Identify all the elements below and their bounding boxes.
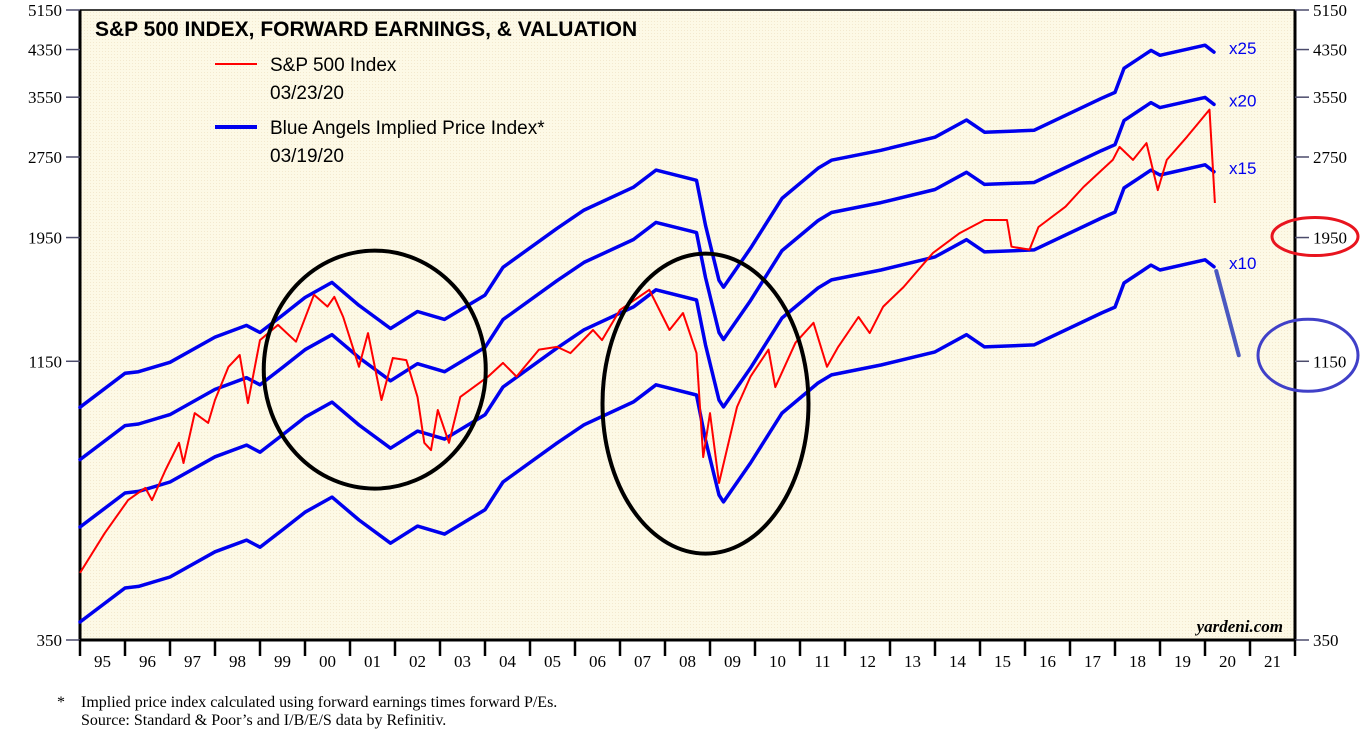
legend-label-implied: Blue Angels Implied Price Index*: [270, 118, 545, 139]
footnote-line-2: Source: Standard & Poor’s and I/B/E/S da…: [81, 712, 447, 729]
bear-market-circle-2008: [600, 251, 811, 556]
x-tick-label: 14: [949, 652, 967, 671]
y-tick-label-right: 4350: [1313, 41, 1347, 60]
bear-market-circle-2000: [261, 248, 488, 491]
x-tick-label: 06: [589, 652, 606, 671]
y-tick-label-left: 1150: [29, 352, 62, 371]
footnote-star: *: [57, 694, 65, 711]
multiplier-label-x20: x20: [1229, 91, 1256, 110]
footnote-text-1: Implied price index calculated using for…: [81, 694, 558, 711]
highlight-circle-1950: [1270, 216, 1360, 258]
y-tick-label-right: 1150: [1313, 352, 1346, 371]
multiplier-label-x10: x10: [1229, 254, 1256, 273]
x-tick-label: 15: [994, 652, 1011, 671]
x-tick-label: 12: [859, 652, 876, 671]
x-tick-label: 03: [454, 652, 471, 671]
x-tick-label: 05: [544, 652, 561, 671]
x-tick-label: 08: [679, 652, 696, 671]
x-tick-label: 96: [139, 652, 156, 671]
x-tick-label: 11: [814, 652, 830, 671]
implied-line-x10: [78, 258, 1216, 624]
legend-date-implied: 03/19/20: [270, 146, 344, 167]
annotations: [261, 216, 1360, 556]
y-tick-label-left: 3550: [28, 88, 62, 107]
multiplier-label-x25: x25: [1229, 39, 1256, 58]
x-tick-label: 16: [1039, 652, 1056, 671]
chart-title: S&P 500 INDEX, FORWARD EARNINGS, & VALUA…: [95, 18, 637, 41]
footnote: * Implied price index calculated using fo…: [57, 694, 557, 730]
y-tick-label-left: 5150: [28, 1, 62, 20]
implied-line-x20: [78, 95, 1216, 462]
x-tick-label: 02: [409, 652, 426, 671]
x-tick-label: 99: [274, 652, 291, 671]
legend-label-sp500: S&P 500 Index: [270, 55, 397, 76]
y-tick-label-right: 5150: [1313, 1, 1347, 20]
multiplier-label-x15: x15: [1229, 159, 1256, 178]
x-tick-label: 18: [1129, 652, 1146, 671]
footnote-line-1: * Implied price index calculated using fo…: [57, 694, 557, 712]
y-tick-label-left: 1950: [28, 229, 62, 248]
x-tick-label: 01: [364, 652, 381, 671]
x-tick-label: 21: [1264, 652, 1281, 671]
y-tick-label-left: 4350: [28, 41, 62, 60]
legend: S&P 500 Index 03/23/20 Blue Angels Impli…: [215, 55, 545, 167]
x-tick-label: 95: [94, 652, 111, 671]
x-tick-label: 04: [499, 652, 517, 671]
implied-line-x15: [78, 163, 1216, 529]
x-tick-label: 97: [184, 652, 202, 671]
watermark: yardeni.com: [1195, 617, 1283, 636]
legend-date-sp500: 03/23/20: [270, 83, 344, 104]
x-tick-label: 00: [319, 652, 336, 671]
y-tick-label-right: 1950: [1313, 229, 1347, 248]
x-tick-label: 17: [1084, 652, 1102, 671]
x-tick-label: 10: [769, 652, 786, 671]
y-tick-label-right: 2750: [1313, 148, 1347, 167]
x-tick-label: 13: [904, 652, 921, 671]
x-tick-label: 19: [1174, 652, 1191, 671]
x-tick-label: 20: [1219, 652, 1236, 671]
y-tick-label-right: 350: [1313, 631, 1339, 650]
sp500-series: [79, 108, 1216, 574]
x-tick-label: 07: [634, 652, 652, 671]
projected-drop-line: [1214, 269, 1241, 358]
x-tick-label: 09: [724, 652, 741, 671]
highlight-circle-1150: [1256, 317, 1360, 393]
sp500-line: [79, 108, 1216, 574]
axes: 350 350 1150 1150 1950 1950 2750 2750 3550 3550 43…: [28, 1, 1347, 671]
y-tick-label-left: 350: [37, 631, 63, 650]
y-tick-label-right: 3550: [1313, 88, 1347, 107]
y-tick-label-left: 2750: [28, 148, 62, 167]
x-tick-label: 98: [229, 652, 246, 671]
